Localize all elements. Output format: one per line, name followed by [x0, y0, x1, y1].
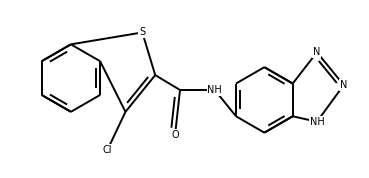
Text: Cl: Cl [103, 145, 112, 155]
Text: S: S [139, 27, 145, 37]
Text: NH: NH [207, 85, 222, 95]
Text: O: O [171, 130, 179, 140]
Text: N: N [313, 47, 321, 57]
Text: NH: NH [310, 117, 324, 127]
Text: N: N [340, 80, 348, 90]
